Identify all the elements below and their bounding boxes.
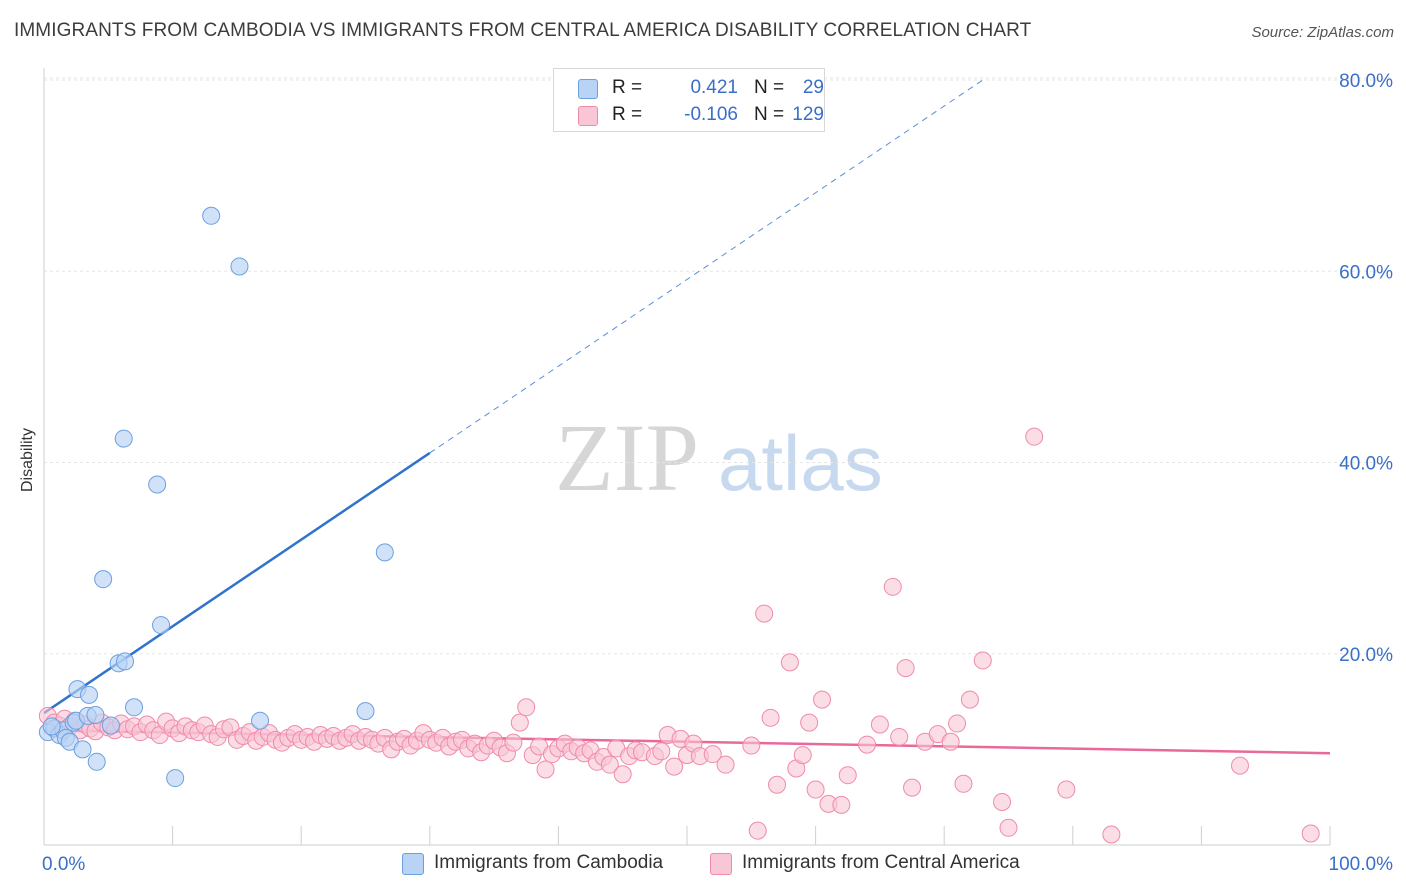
point-central-america bbox=[536, 760, 555, 779]
point-cambodia bbox=[94, 570, 113, 589]
point-central-america bbox=[999, 818, 1018, 837]
trend-line-cambodia bbox=[43, 451, 431, 715]
point-cambodia bbox=[251, 711, 270, 730]
point-cambodia bbox=[202, 206, 221, 225]
point-central-america bbox=[1025, 427, 1044, 446]
point-central-america bbox=[890, 727, 909, 746]
central-america-legend-swatch bbox=[710, 853, 732, 875]
point-central-america bbox=[517, 698, 536, 717]
data-points bbox=[38, 206, 1320, 844]
central-america-swatch bbox=[578, 106, 598, 126]
point-central-america bbox=[600, 755, 619, 774]
point-central-america bbox=[748, 821, 767, 840]
y-tick-label: 60.0% bbox=[1339, 262, 1393, 283]
point-cambodia bbox=[86, 705, 105, 724]
n-value-central-america: 129 bbox=[792, 104, 824, 125]
point-central-america bbox=[716, 755, 735, 774]
point-central-america bbox=[1301, 824, 1320, 843]
point-cambodia bbox=[116, 652, 135, 671]
point-central-america bbox=[755, 604, 774, 623]
point-central-america bbox=[813, 690, 832, 709]
stats-legend: R = 0.421 N = 29 R = -0.106 N = 129 bbox=[553, 68, 825, 132]
trend-line-cambodia-extension bbox=[429, 79, 984, 454]
grid-lines bbox=[44, 77, 1392, 655]
n-label: N = bbox=[754, 77, 785, 98]
cambodia-swatch bbox=[578, 79, 598, 99]
point-central-america bbox=[1102, 825, 1121, 844]
n-value-cambodia: 29 bbox=[802, 77, 824, 98]
point-central-america bbox=[652, 742, 671, 761]
point-central-america bbox=[858, 735, 877, 754]
point-central-america bbox=[703, 745, 722, 764]
r-value-cambodia: 0.421 bbox=[690, 77, 738, 98]
point-cambodia bbox=[114, 429, 133, 448]
point-central-america bbox=[832, 795, 851, 814]
y-tick-label: 20.0% bbox=[1339, 645, 1393, 666]
point-cambodia bbox=[87, 752, 106, 771]
point-central-america bbox=[941, 732, 960, 751]
point-cambodia bbox=[230, 257, 249, 276]
point-central-america bbox=[903, 778, 922, 797]
point-central-america bbox=[761, 708, 780, 727]
watermark: ZIP atlas bbox=[555, 404, 883, 511]
point-central-america bbox=[1230, 756, 1249, 775]
point-central-america bbox=[780, 653, 799, 672]
point-central-america bbox=[1057, 780, 1076, 799]
point-central-america bbox=[504, 733, 523, 752]
central-america-legend-label: Immigrants from Central America bbox=[742, 852, 1020, 873]
watermark-zip: ZIP bbox=[555, 404, 699, 511]
point-central-america bbox=[806, 780, 825, 799]
point-cambodia bbox=[125, 698, 144, 717]
point-central-america bbox=[993, 792, 1012, 811]
point-central-america bbox=[838, 766, 857, 785]
cambodia-legend-swatch bbox=[402, 853, 424, 875]
point-central-america bbox=[954, 774, 973, 793]
point-cambodia bbox=[101, 716, 120, 735]
point-cambodia bbox=[148, 475, 167, 494]
point-cambodia bbox=[166, 769, 185, 788]
point-central-america bbox=[768, 775, 787, 794]
cambodia-legend-label: Immigrants from Cambodia bbox=[434, 852, 664, 873]
x-tick-label: 100.0% bbox=[1329, 854, 1394, 875]
chart-title: IMMIGRANTS FROM CAMBODIA VS IMMIGRANTS F… bbox=[14, 20, 1032, 41]
n-label: N = bbox=[754, 104, 785, 125]
point-cambodia bbox=[375, 543, 394, 562]
point-central-america bbox=[510, 713, 529, 732]
r-label: R = bbox=[612, 77, 643, 98]
y-tick-label: 40.0% bbox=[1339, 454, 1393, 475]
point-cambodia bbox=[80, 685, 99, 704]
point-central-america bbox=[793, 746, 812, 765]
point-central-america bbox=[613, 765, 632, 784]
point-cambodia bbox=[42, 717, 61, 736]
r-label: R = bbox=[612, 104, 643, 125]
point-central-america bbox=[800, 713, 819, 732]
point-central-america bbox=[742, 736, 761, 755]
point-central-america bbox=[973, 651, 992, 670]
tick-labels: 20.0% 40.0% 60.0% 80.0% 0.0% 100.0% bbox=[42, 71, 1393, 875]
point-cambodia bbox=[356, 702, 375, 721]
point-cambodia bbox=[152, 616, 171, 635]
r-value-central-america: -0.106 bbox=[684, 104, 738, 125]
point-central-america bbox=[948, 714, 967, 733]
point-central-america bbox=[870, 715, 889, 734]
point-central-america bbox=[896, 659, 915, 678]
point-central-america bbox=[665, 757, 684, 776]
x-tick-label: 0.0% bbox=[42, 854, 85, 875]
point-cambodia bbox=[73, 740, 92, 759]
point-central-america bbox=[960, 690, 979, 709]
y-tick-label: 80.0% bbox=[1339, 71, 1393, 92]
point-central-america bbox=[883, 577, 902, 596]
source-label: Source: ZipAtlas.com bbox=[1251, 24, 1394, 41]
